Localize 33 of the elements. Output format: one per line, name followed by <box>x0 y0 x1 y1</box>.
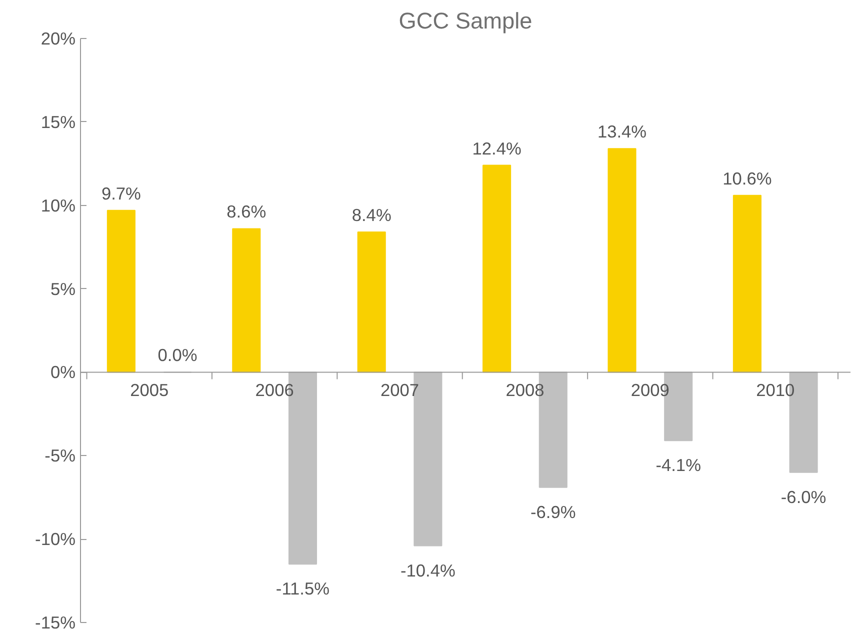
chart-title: GCC Sample <box>398 8 532 34</box>
y-tick-label: 0% <box>50 362 76 382</box>
x-tick-label: 2009 <box>630 380 670 400</box>
x-tick-label: 2006 <box>255 380 294 400</box>
data-label: 0.0% <box>158 345 198 366</box>
x-tick-label: 2008 <box>506 380 544 400</box>
data-label: 8.6% <box>226 202 266 222</box>
data-label: -6.0% <box>780 486 826 507</box>
bar <box>232 228 261 373</box>
y-tick-label: 5% <box>50 278 76 299</box>
data-label: -10.4% <box>400 560 456 580</box>
bar <box>106 210 136 373</box>
bar <box>357 232 386 373</box>
bar <box>482 164 512 373</box>
y-tick-label: -15% <box>35 612 76 632</box>
y-tick-label: -10% <box>35 529 76 550</box>
data-label: 8.4% <box>352 205 392 226</box>
data-label: 9.7% <box>101 183 141 204</box>
y-tick-label: -5% <box>44 446 76 466</box>
bar <box>732 194 762 373</box>
data-label: 10.6% <box>722 168 772 188</box>
data-label: 13.4% <box>597 122 647 142</box>
y-tick-label: 20% <box>40 28 76 48</box>
data-label: -4.1% <box>656 455 701 476</box>
bar <box>608 148 636 373</box>
data-label: -6.9% <box>530 502 576 522</box>
data-label: 12.4% <box>472 138 522 158</box>
data-label: -11.5% <box>276 578 330 599</box>
y-tick-label: 10% <box>40 195 76 216</box>
x-tick-label: 2005 <box>130 380 169 400</box>
x-tick-label: 2010 <box>756 380 795 400</box>
x-tick-label: 2007 <box>380 380 420 400</box>
y-tick-label: 15% <box>40 112 76 132</box>
